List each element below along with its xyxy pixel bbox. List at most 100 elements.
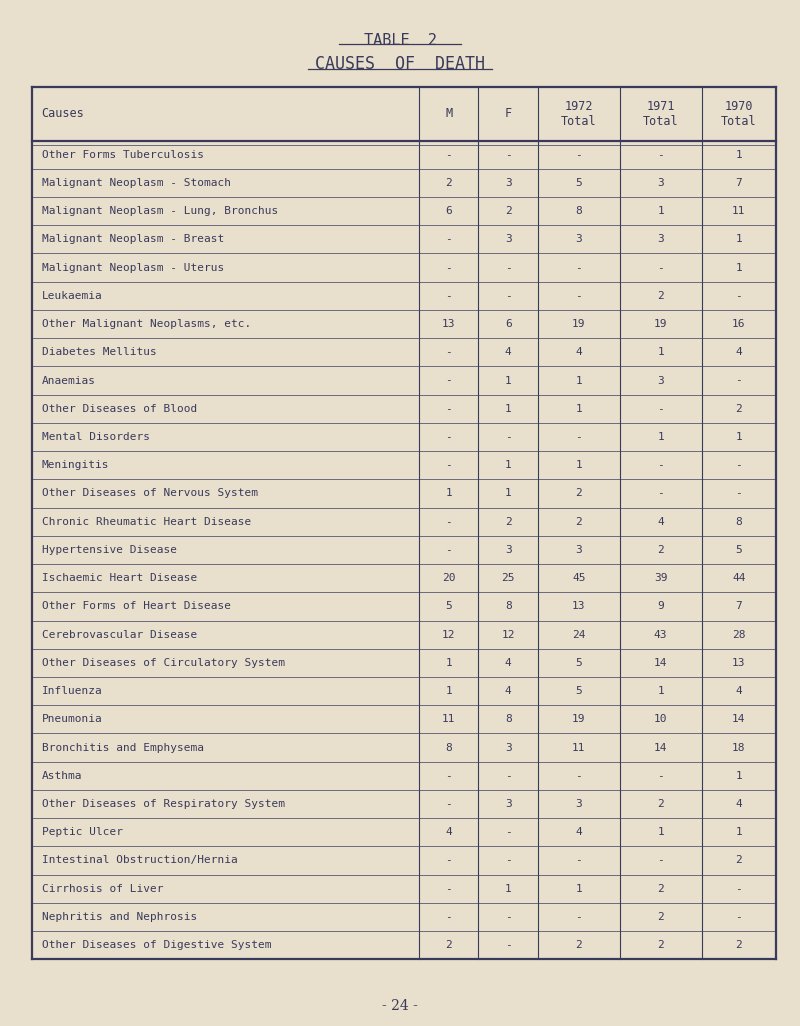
Text: 3: 3 — [505, 545, 511, 555]
Text: -: - — [505, 912, 511, 922]
Text: 1: 1 — [735, 432, 742, 442]
Text: M: M — [445, 108, 452, 120]
Text: 4: 4 — [575, 827, 582, 837]
Text: -: - — [658, 461, 664, 470]
Text: Malignant Neoplasm - Breast: Malignant Neoplasm - Breast — [42, 234, 224, 244]
Text: -: - — [658, 771, 664, 781]
Text: -: - — [658, 150, 664, 160]
Text: -: - — [446, 150, 452, 160]
Text: -: - — [446, 290, 452, 301]
Text: -: - — [575, 912, 582, 922]
Text: 1: 1 — [658, 432, 664, 442]
Text: 1: 1 — [658, 348, 664, 357]
Text: 8: 8 — [505, 714, 511, 724]
Text: Other Diseases of Respiratory System: Other Diseases of Respiratory System — [42, 799, 285, 810]
Text: 28: 28 — [732, 630, 746, 639]
Text: Mental Disorders: Mental Disorders — [42, 432, 150, 442]
Text: 3: 3 — [575, 799, 582, 810]
Text: 11: 11 — [572, 743, 586, 752]
Text: 1: 1 — [446, 488, 452, 499]
Text: 2: 2 — [505, 517, 511, 526]
Text: -: - — [446, 376, 452, 386]
Text: -: - — [735, 883, 742, 894]
Text: -: - — [735, 461, 742, 470]
Text: 1: 1 — [575, 461, 582, 470]
Text: -: - — [575, 771, 582, 781]
Text: CAUSES  OF  DEATH: CAUSES OF DEATH — [315, 55, 485, 74]
Text: -: - — [658, 263, 664, 273]
Text: 20: 20 — [442, 574, 455, 583]
Text: -: - — [446, 348, 452, 357]
Text: 3: 3 — [505, 177, 511, 188]
Text: 5: 5 — [575, 658, 582, 668]
Text: 4: 4 — [446, 827, 452, 837]
Text: -: - — [658, 404, 664, 413]
Text: 7: 7 — [735, 177, 742, 188]
Text: 43: 43 — [654, 630, 667, 639]
Text: 4: 4 — [735, 686, 742, 696]
Text: 6: 6 — [505, 319, 511, 329]
Text: 1: 1 — [735, 150, 742, 160]
Text: 45: 45 — [572, 574, 586, 583]
Text: Causes: Causes — [42, 108, 84, 120]
Text: Cirrhosis of Liver: Cirrhosis of Liver — [42, 883, 163, 894]
Text: 1: 1 — [446, 658, 452, 668]
Text: 3: 3 — [505, 743, 511, 752]
Text: 8: 8 — [505, 601, 511, 611]
Text: 2: 2 — [658, 912, 664, 922]
Text: 12: 12 — [502, 630, 515, 639]
Text: -: - — [446, 545, 452, 555]
Text: 2: 2 — [575, 940, 582, 950]
Text: 1: 1 — [505, 461, 511, 470]
Text: 1: 1 — [575, 883, 582, 894]
Text: 10: 10 — [654, 714, 667, 724]
Text: 2: 2 — [735, 404, 742, 413]
Text: Diabetes Mellitus: Diabetes Mellitus — [42, 348, 156, 357]
Text: 14: 14 — [654, 658, 667, 668]
Text: 2: 2 — [575, 517, 582, 526]
Text: 4: 4 — [505, 686, 511, 696]
Text: -: - — [446, 461, 452, 470]
Text: 5: 5 — [575, 177, 582, 188]
Text: 1972
Total: 1972 Total — [561, 100, 597, 128]
Text: 14: 14 — [732, 714, 746, 724]
Text: 1: 1 — [575, 404, 582, 413]
Text: -: - — [505, 771, 511, 781]
Text: Other Forms Tuberculosis: Other Forms Tuberculosis — [42, 150, 203, 160]
Text: 5: 5 — [575, 686, 582, 696]
Text: 2: 2 — [505, 206, 511, 216]
Text: 11: 11 — [732, 206, 746, 216]
Text: -: - — [446, 517, 452, 526]
Text: Malignant Neoplasm - Lung, Bronchus: Malignant Neoplasm - Lung, Bronchus — [42, 206, 278, 216]
Text: 2: 2 — [658, 290, 664, 301]
Text: 1: 1 — [658, 206, 664, 216]
Text: Malignant Neoplasm - Stomach: Malignant Neoplasm - Stomach — [42, 177, 230, 188]
Text: -: - — [575, 263, 582, 273]
Text: 2: 2 — [658, 545, 664, 555]
Text: Other Malignant Neoplasms, etc.: Other Malignant Neoplasms, etc. — [42, 319, 251, 329]
Text: Bronchitis and Emphysema: Bronchitis and Emphysema — [42, 743, 203, 752]
Text: 1: 1 — [735, 827, 742, 837]
Text: -: - — [658, 856, 664, 866]
Text: 3: 3 — [658, 234, 664, 244]
Text: Hypertensive Disease: Hypertensive Disease — [42, 545, 177, 555]
Text: 24: 24 — [572, 630, 586, 639]
Text: 1: 1 — [575, 376, 582, 386]
Text: TABLE  2: TABLE 2 — [363, 33, 437, 48]
Text: 4: 4 — [505, 658, 511, 668]
Text: Leukaemia: Leukaemia — [42, 290, 102, 301]
Text: 39: 39 — [654, 574, 667, 583]
Text: 2: 2 — [446, 177, 452, 188]
Text: Anaemias: Anaemias — [42, 376, 96, 386]
Text: 4: 4 — [505, 348, 511, 357]
Text: 2: 2 — [446, 940, 452, 950]
Text: -: - — [575, 856, 582, 866]
Text: 13: 13 — [732, 658, 746, 668]
Text: 1: 1 — [505, 376, 511, 386]
Text: -: - — [446, 799, 452, 810]
Text: 1: 1 — [735, 263, 742, 273]
Text: 9: 9 — [658, 601, 664, 611]
Text: 2: 2 — [735, 856, 742, 866]
Text: 12: 12 — [442, 630, 455, 639]
Text: Other Diseases of Digestive System: Other Diseases of Digestive System — [42, 940, 271, 950]
